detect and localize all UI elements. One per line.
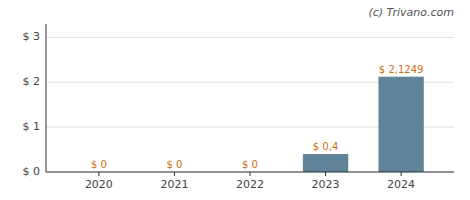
data-label: $ 0,4 <box>313 141 338 152</box>
y-tick-label: $ 3 <box>23 30 41 43</box>
x-tick-label: 2024 <box>387 178 415 191</box>
y-tick-label: $ 2 <box>23 75 41 88</box>
data-label: $ 0 <box>166 159 182 170</box>
y-tick-label: $ 0 <box>23 165 41 178</box>
x-tick <box>325 172 326 176</box>
x-tick <box>401 172 402 176</box>
x-tick <box>174 172 175 176</box>
bar <box>303 154 348 172</box>
chart-container: $ 0 $ 1 $ 2 $ 3 $ 0 $ 0 $ 0 $ 0,4 $ 2,1249 2020 20… <box>0 0 470 200</box>
grid <box>46 37 454 172</box>
x-tick-label: 2022 <box>236 178 264 191</box>
chart-svg: $ 0 $ 1 $ 2 $ 3 $ 0 $ 0 $ 0 $ 0,4 $ 2,1249 2020 20… <box>0 0 470 200</box>
watermark: (c) Trivano.com <box>368 6 454 19</box>
x-tick-label: 2023 <box>312 178 340 191</box>
grid-line <box>46 37 454 38</box>
bars <box>303 77 424 172</box>
data-labels: $ 0 $ 0 $ 0 $ 0,4 $ 2,1249 <box>91 64 423 170</box>
y-tick-label: $ 1 <box>23 120 41 133</box>
bar <box>378 77 423 172</box>
data-label: $ 0 <box>242 159 258 170</box>
x-tick <box>98 172 99 176</box>
data-label: $ 2,1249 <box>379 64 424 75</box>
y-axis-line <box>46 24 47 172</box>
x-tick-label: 2020 <box>85 178 113 191</box>
x-tick-label: 2021 <box>160 178 188 191</box>
x-tick <box>250 172 251 176</box>
data-label: $ 0 <box>91 159 107 170</box>
